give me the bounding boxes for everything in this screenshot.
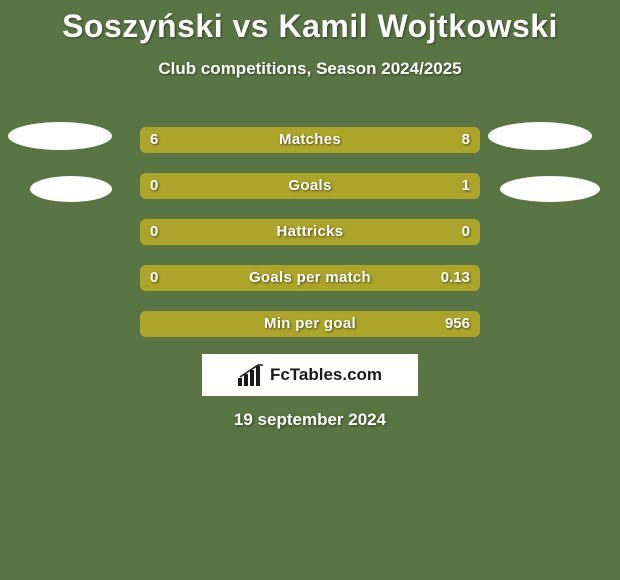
stat-bar-track: 00.13Goals per match [140, 265, 480, 291]
stat-value-left: 0 [150, 173, 158, 199]
stat-value-left: 6 [150, 127, 158, 153]
stat-rows: 68Matches01Goals00Hattricks00.13Goals pe… [0, 117, 620, 347]
subtitle: Club competitions, Season 2024/2025 [0, 59, 620, 79]
stat-value-right: 0 [462, 219, 470, 245]
stat-value-right: 8 [462, 127, 470, 153]
stat-value-right: 1 [462, 173, 470, 199]
stat-value-right: 956 [445, 311, 470, 337]
page-title: Soszyński vs Kamil Wojtkowski [0, 0, 620, 45]
fctables-logo: FcTables.com [202, 354, 418, 396]
side-ellipse [500, 176, 600, 202]
comparison-card: Soszyński vs Kamil Wojtkowski Club compe… [0, 0, 620, 580]
side-ellipse [30, 176, 112, 202]
snapshot-date: 19 september 2024 [0, 410, 620, 430]
stat-value-right: 0.13 [441, 265, 470, 291]
stat-bar-left [140, 127, 276, 153]
logo-text: FcTables.com [270, 365, 382, 385]
side-ellipse [488, 122, 592, 150]
stat-row: 00Hattricks [0, 209, 620, 255]
stat-bar-left [140, 219, 480, 245]
stat-row: 00.13Goals per match [0, 255, 620, 301]
stat-bar-left [140, 265, 480, 291]
stat-bar-track: 00Hattricks [140, 219, 480, 245]
stat-value-left: 0 [150, 265, 158, 291]
stat-bar-track: 0956Min per goal [140, 311, 480, 337]
stat-value-left: 0 [150, 219, 158, 245]
stat-row: 0956Min per goal [0, 301, 620, 347]
side-ellipse [8, 122, 112, 150]
stat-bar-track: 68Matches [140, 127, 480, 153]
stat-bar-left [140, 311, 480, 337]
stat-bar-track: 01Goals [140, 173, 480, 199]
logo-bars-icon [238, 364, 264, 386]
stat-bar-right [276, 127, 480, 153]
stat-bar-right [208, 173, 480, 199]
